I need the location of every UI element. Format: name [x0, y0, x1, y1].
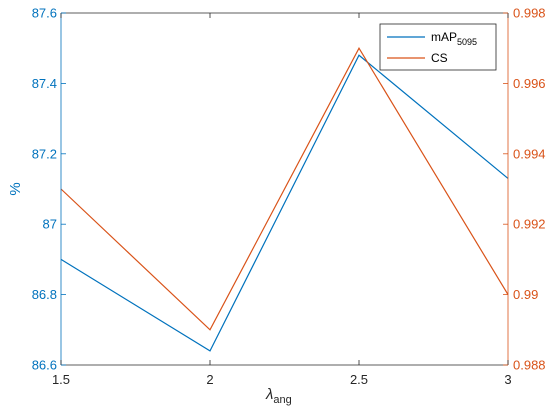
y-right-tick-label: 0.994 — [513, 146, 546, 161]
legend-label-map: mAP5095 — [431, 30, 477, 47]
x-tick-label: 2.5 — [350, 372, 368, 387]
y-left-tick-label: 86.8 — [32, 287, 57, 302]
legend-box — [379, 23, 497, 71]
y-right-tick-label: 0.99 — [513, 287, 538, 302]
legend-label-cs: CS — [431, 51, 448, 65]
y-left-tick-label: 86.6 — [32, 358, 57, 373]
y-right-tick-label: 0.992 — [513, 217, 546, 232]
legend: mAP5095 CS — [379, 23, 497, 71]
y-left-tick-label: 87.2 — [32, 146, 57, 161]
x-tick-label: 3 — [504, 372, 511, 387]
y-right-tick-label: 0.996 — [513, 76, 546, 91]
y-axis-label-left: % — [7, 182, 24, 195]
y-left-tick-label: 87.4 — [32, 76, 57, 91]
y-right-tick-label: 0.988 — [513, 358, 546, 373]
series-line-cs — [60, 46, 509, 331]
x-tick-label: 2 — [206, 372, 213, 387]
y-left-tick-label: 87.6 — [32, 6, 57, 21]
y-left-tick-label: 87 — [43, 217, 57, 232]
series-layer — [60, 46, 509, 352]
x-axis-label: λang — [265, 386, 292, 406]
series-line-map — [60, 54, 509, 352]
y-right-tick-label: 0.998 — [513, 6, 546, 21]
x-tick-label: 1.5 — [52, 372, 70, 387]
axes-layer: 1.5 2 2.5 3 86.6 86.8 87 87.2 87.4 87.6 0.988 0.99 0… — [32, 6, 546, 388]
